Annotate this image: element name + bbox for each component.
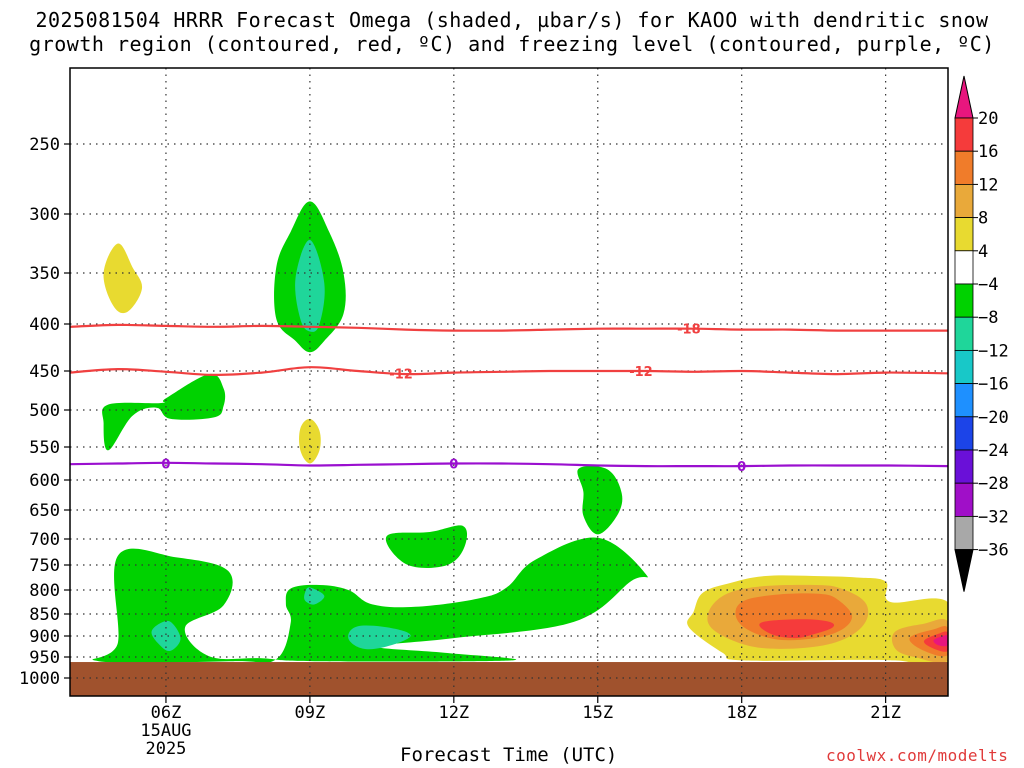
y-tick-label: 650 bbox=[29, 501, 60, 521]
y-tick-label: 350 bbox=[29, 264, 60, 284]
y-tick-label: 750 bbox=[29, 556, 60, 576]
colorbar-band bbox=[954, 283, 974, 318]
colorbar-band bbox=[954, 416, 974, 451]
source-credit: coolwx.com/modelts bbox=[826, 746, 1009, 765]
omega-region-3 bbox=[102, 373, 226, 451]
colorbar-label: 8 bbox=[978, 209, 988, 229]
x-tick-sublabel: 15AUG bbox=[140, 721, 191, 741]
y-tick-label: 400 bbox=[29, 315, 60, 335]
ground-fill bbox=[70, 662, 948, 696]
x-axis-title: Forecast Time (UTC) bbox=[400, 744, 618, 766]
colorbar-band bbox=[954, 349, 974, 384]
y-tick-label: 450 bbox=[29, 362, 60, 382]
x-tick-label: 18Z bbox=[726, 703, 757, 723]
y-tick-label: 550 bbox=[29, 438, 60, 458]
colorbar-label: −8 bbox=[978, 308, 998, 328]
colorbar-band bbox=[954, 183, 974, 218]
x-tick-label: 06Z bbox=[151, 703, 182, 723]
colorbar-band bbox=[954, 250, 974, 285]
colorbar-label: −28 bbox=[978, 474, 1009, 494]
colorbar-label: −16 bbox=[978, 375, 1009, 395]
omega-shading-layer bbox=[92, 201, 948, 666]
omega-region-9 bbox=[103, 243, 143, 314]
colorbar-label: 12 bbox=[978, 175, 998, 195]
omega-region-2 bbox=[577, 465, 623, 535]
colorbar-label: 16 bbox=[978, 142, 998, 162]
grid-layer bbox=[70, 68, 948, 696]
contour-label: -12 bbox=[629, 365, 653, 380]
x-tick-label: 09Z bbox=[295, 703, 326, 723]
x-tick-label: 15Z bbox=[582, 703, 613, 723]
chart-title-line-2: growth region (contoured, red, ºC) and f… bbox=[29, 32, 995, 56]
colorbar-label: −12 bbox=[978, 341, 1009, 361]
omega-region-18 bbox=[933, 635, 948, 647]
contour-label: 0 bbox=[737, 460, 746, 475]
ground-layer bbox=[70, 662, 948, 696]
y-tick-label: 700 bbox=[29, 530, 60, 550]
colorbar-band bbox=[954, 516, 974, 551]
x-tick-sublabel: 2025 bbox=[145, 739, 186, 759]
y-tick-label: 850 bbox=[29, 605, 60, 625]
colorbar-label: −24 bbox=[978, 441, 1009, 461]
omega-region-7 bbox=[304, 587, 325, 605]
colorbar-band bbox=[954, 217, 974, 252]
contour-layer: -18 -12 -12 0 0 0 bbox=[70, 323, 948, 475]
colorbar-band bbox=[954, 117, 974, 152]
colorbar-label: −36 bbox=[978, 541, 1009, 561]
chart-title-line-1: 2025081504 HRRR Forecast Omega (shaded, … bbox=[35, 8, 989, 32]
y-tick-label: 300 bbox=[29, 205, 60, 225]
y-tick-label: 250 bbox=[29, 135, 60, 155]
colorbar-bottom-triangle bbox=[954, 549, 974, 592]
y-tick-label: 600 bbox=[29, 471, 60, 491]
contour-line-0 bbox=[70, 461, 948, 468]
contour-label: 0 bbox=[449, 458, 458, 473]
omega-region-14 bbox=[759, 619, 835, 639]
contour-label: -12 bbox=[389, 367, 413, 382]
y-axis: 2503003504004505005506006507007508008509… bbox=[19, 135, 70, 689]
contour-line--12 bbox=[70, 366, 948, 377]
colorbar-top-triangle bbox=[954, 75, 974, 119]
omega-region-0 bbox=[92, 537, 648, 663]
omega-region-6 bbox=[151, 620, 181, 652]
y-tick-label: 950 bbox=[29, 648, 60, 668]
plot-border bbox=[69, 67, 949, 697]
colorbar-band bbox=[954, 449, 974, 484]
y-tick-label: 1000 bbox=[19, 669, 60, 689]
y-tick-label: 500 bbox=[29, 401, 60, 421]
colorbar-band bbox=[954, 383, 974, 418]
plot-frame bbox=[69, 67, 949, 697]
y-tick-label: 900 bbox=[29, 627, 60, 647]
omega-region-5 bbox=[295, 239, 325, 332]
omega-region-8 bbox=[348, 625, 411, 650]
omega-region-10 bbox=[299, 418, 321, 464]
omega-region-1 bbox=[385, 525, 468, 568]
colorbar-label: −4 bbox=[978, 275, 998, 295]
x-tick-label: 21Z bbox=[870, 703, 901, 723]
contour-label: 0 bbox=[161, 458, 170, 473]
colorbar-band bbox=[954, 482, 974, 517]
colorbar-band bbox=[954, 150, 974, 185]
contour-line--18 bbox=[70, 323, 948, 332]
colorbar-label: 4 bbox=[978, 242, 988, 262]
colorbar-band bbox=[954, 316, 974, 351]
colorbar-label: 20 bbox=[978, 109, 998, 129]
colorbar-label: −20 bbox=[978, 408, 1009, 428]
contour-label: -18 bbox=[677, 323, 701, 338]
colorbar-label: −32 bbox=[978, 507, 1009, 527]
y-tick-label: 800 bbox=[29, 581, 60, 601]
colorbar: 20 16 12 8 4 −4 −8 −12 −16 −20 −24 −28 −32 −36 bbox=[954, 75, 1009, 592]
x-tick-label: 12Z bbox=[438, 703, 469, 723]
